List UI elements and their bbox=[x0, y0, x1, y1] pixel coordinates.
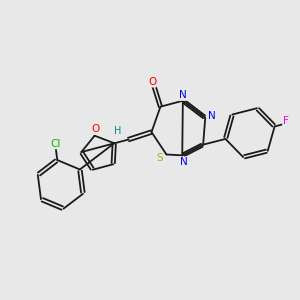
Text: N: N bbox=[180, 157, 188, 167]
Text: H: H bbox=[114, 126, 122, 136]
Text: F: F bbox=[283, 116, 289, 126]
Text: O: O bbox=[91, 124, 99, 134]
Text: O: O bbox=[148, 77, 156, 87]
Text: N: N bbox=[179, 90, 187, 100]
Text: N: N bbox=[208, 111, 216, 121]
Text: Cl: Cl bbox=[50, 139, 61, 149]
Text: S: S bbox=[157, 153, 163, 163]
